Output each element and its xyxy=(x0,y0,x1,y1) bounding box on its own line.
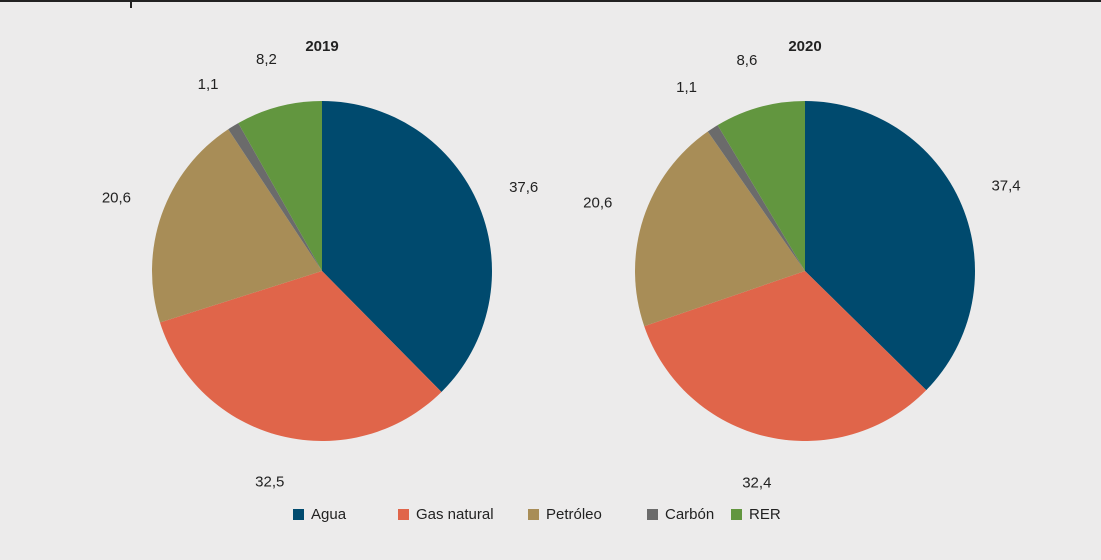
data-label: 32,5 xyxy=(255,474,284,491)
legend-label: Gas natural xyxy=(416,506,494,523)
data-label: 8,6 xyxy=(736,52,757,69)
legend-label: Petróleo xyxy=(546,506,602,523)
data-label: 1,1 xyxy=(676,79,697,96)
legend-swatch xyxy=(528,509,539,520)
pie-slice xyxy=(152,129,322,323)
data-label: 20,6 xyxy=(102,189,131,206)
chart-title: 2020 xyxy=(788,38,821,55)
data-label: 32,4 xyxy=(742,475,771,492)
pie-slice xyxy=(707,125,805,271)
legend-swatch xyxy=(293,509,304,520)
pie-slice xyxy=(635,131,805,327)
legend-swatch xyxy=(731,509,742,520)
legend-label: Agua xyxy=(311,506,347,523)
pie-slice xyxy=(805,101,975,391)
pie-slice xyxy=(322,101,492,392)
legend-label: RER xyxy=(749,506,781,523)
legend-swatch xyxy=(398,509,409,520)
pie-slice xyxy=(238,101,322,271)
legend-swatch xyxy=(647,509,658,520)
data-label: 37,6 xyxy=(509,179,538,196)
pie-slice xyxy=(717,101,805,271)
pie-slice xyxy=(644,271,927,441)
pie-slice xyxy=(159,271,442,442)
data-label: 1,1 xyxy=(198,76,219,93)
data-label: 8,2 xyxy=(256,51,277,68)
data-label: 37,4 xyxy=(991,178,1020,195)
legend-label: Carbón xyxy=(665,506,714,523)
pie-slice xyxy=(228,123,322,272)
data-label: 20,6 xyxy=(583,194,612,211)
chart-title: 2019 xyxy=(305,38,338,55)
